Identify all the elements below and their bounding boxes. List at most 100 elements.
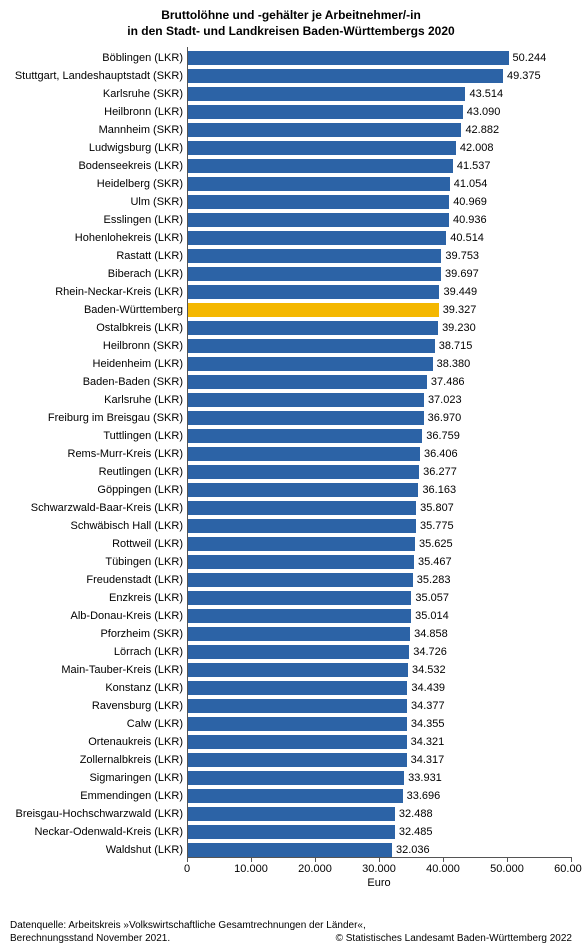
category-label: Rems-Murr-Kreis (LKR) (68, 445, 184, 463)
value-label: 40.969 (449, 193, 487, 211)
value-label: 35.014 (411, 607, 449, 625)
value-label: 35.625 (415, 535, 453, 553)
bar (187, 555, 414, 569)
value-label: 36.406 (420, 445, 458, 463)
bar (187, 339, 435, 353)
bar (187, 717, 407, 731)
category-label: Pforzheim (SKR) (100, 625, 183, 643)
category-label: Rhein-Neckar-Kreis (LKR) (55, 283, 183, 301)
category-label: Alb-Donau-Kreis (LKR) (71, 607, 183, 625)
bar (187, 213, 449, 227)
bar (187, 123, 461, 137)
value-label: 39.327 (439, 301, 477, 319)
bar (187, 753, 407, 767)
value-label: 32.488 (395, 805, 433, 823)
bar (187, 357, 433, 371)
category-label: Tuttlingen (LKR) (103, 427, 183, 445)
value-label: 41.537 (453, 157, 491, 175)
value-label: 41.054 (450, 175, 488, 193)
x-tick-label: 40.000 (426, 863, 460, 875)
x-tick-label: 20.000 (298, 863, 332, 875)
chart-title: Bruttolöhne und -gehälter je Arbeitnehme… (10, 8, 572, 39)
category-label: Freiburg im Breisgau (SKR) (48, 409, 183, 427)
category-label: Heidelberg (SKR) (97, 175, 183, 193)
category-label: Heilbronn (LKR) (104, 103, 183, 121)
x-tick (571, 857, 572, 862)
category-label: Calw (LKR) (127, 715, 183, 733)
value-label: 34.317 (407, 751, 445, 769)
bar (187, 537, 415, 551)
value-label: 38.380 (433, 355, 471, 373)
x-tick (443, 857, 444, 862)
category-label: Ulm (SKR) (130, 193, 183, 211)
category-label: Enzkreis (LKR) (109, 589, 183, 607)
x-tick-label: 30.000 (362, 863, 396, 875)
chart-container: Bruttolöhne und -gehälter je Arbeitnehme… (0, 0, 582, 949)
bar (187, 501, 416, 515)
value-label: 35.057 (411, 589, 449, 607)
bar (187, 231, 446, 245)
category-label: Biberach (LKR) (108, 265, 183, 283)
chart-footer: Datenquelle: Arbeitskreis »Volkswirtscha… (10, 920, 572, 945)
bar (187, 645, 409, 659)
value-label: 37.023 (424, 391, 462, 409)
category-label: Rastatt (LKR) (116, 247, 183, 265)
value-label: 36.970 (424, 409, 462, 427)
category-label: Baden-Baden (SKR) (83, 373, 183, 391)
value-label: 43.514 (465, 85, 503, 103)
category-label: Heidenheim (LKR) (93, 355, 183, 373)
value-label: 40.936 (449, 211, 487, 229)
title-line-2: in den Stadt- und Landkreisen Baden-Würt… (10, 24, 572, 40)
bar (187, 627, 410, 641)
category-label: Esslingen (LKR) (104, 211, 183, 229)
category-label: Böblingen (LKR) (102, 49, 183, 67)
value-label: 34.355 (407, 715, 445, 733)
x-tick (507, 857, 508, 862)
category-label: Sigmaringen (LKR) (89, 769, 183, 787)
bars-region: 50.24449.37543.51443.09042.88242.00841.5… (187, 47, 571, 857)
value-label: 34.439 (407, 679, 445, 697)
value-label: 39.697 (441, 265, 479, 283)
category-label: Stuttgart, Landeshauptstadt (SKR) (15, 67, 183, 85)
category-label: Göppingen (LKR) (97, 481, 183, 499)
category-label: Hohenlohekreis (LKR) (75, 229, 183, 247)
value-label: 36.163 (418, 481, 456, 499)
bar (187, 447, 420, 461)
y-labels-region: Böblingen (LKR)Stuttgart, Landeshauptsta… (11, 47, 183, 857)
bar (187, 681, 407, 695)
bar (187, 807, 395, 821)
value-label: 39.753 (441, 247, 479, 265)
value-label: 36.759 (422, 427, 460, 445)
bar (187, 771, 404, 785)
category-label: Waldshut (LKR) (106, 841, 183, 859)
bar (187, 789, 403, 803)
category-label: Reutlingen (LKR) (99, 463, 183, 481)
value-label: 40.514 (446, 229, 484, 247)
value-label: 35.467 (414, 553, 452, 571)
bar (187, 249, 441, 263)
value-label: 36.277 (419, 463, 457, 481)
bar (187, 375, 427, 389)
value-label: 39.230 (438, 319, 476, 337)
x-tick (379, 857, 380, 862)
category-label: Breisgau-Hochschwarzwald (LKR) (15, 805, 183, 823)
category-label: Ravensburg (LKR) (92, 697, 183, 715)
bar (187, 87, 465, 101)
value-label: 35.775 (416, 517, 454, 535)
category-label: Lörrach (LKR) (114, 643, 183, 661)
bar (187, 825, 395, 839)
value-label: 34.532 (408, 661, 446, 679)
value-label: 34.377 (407, 697, 445, 715)
value-label: 34.858 (410, 625, 448, 643)
bar (187, 573, 413, 587)
x-tick (315, 857, 316, 862)
value-label: 39.449 (439, 283, 477, 301)
category-label: Baden-Württemberg (84, 301, 183, 319)
bar (187, 735, 407, 749)
bar (187, 609, 411, 623)
category-label: Heilbronn (SKR) (103, 337, 183, 355)
bar (187, 429, 422, 443)
category-label: Ostalbkreis (LKR) (96, 319, 183, 337)
bar (187, 195, 449, 209)
footer-source-2: Berechnungsstand November 2021. (10, 933, 170, 944)
